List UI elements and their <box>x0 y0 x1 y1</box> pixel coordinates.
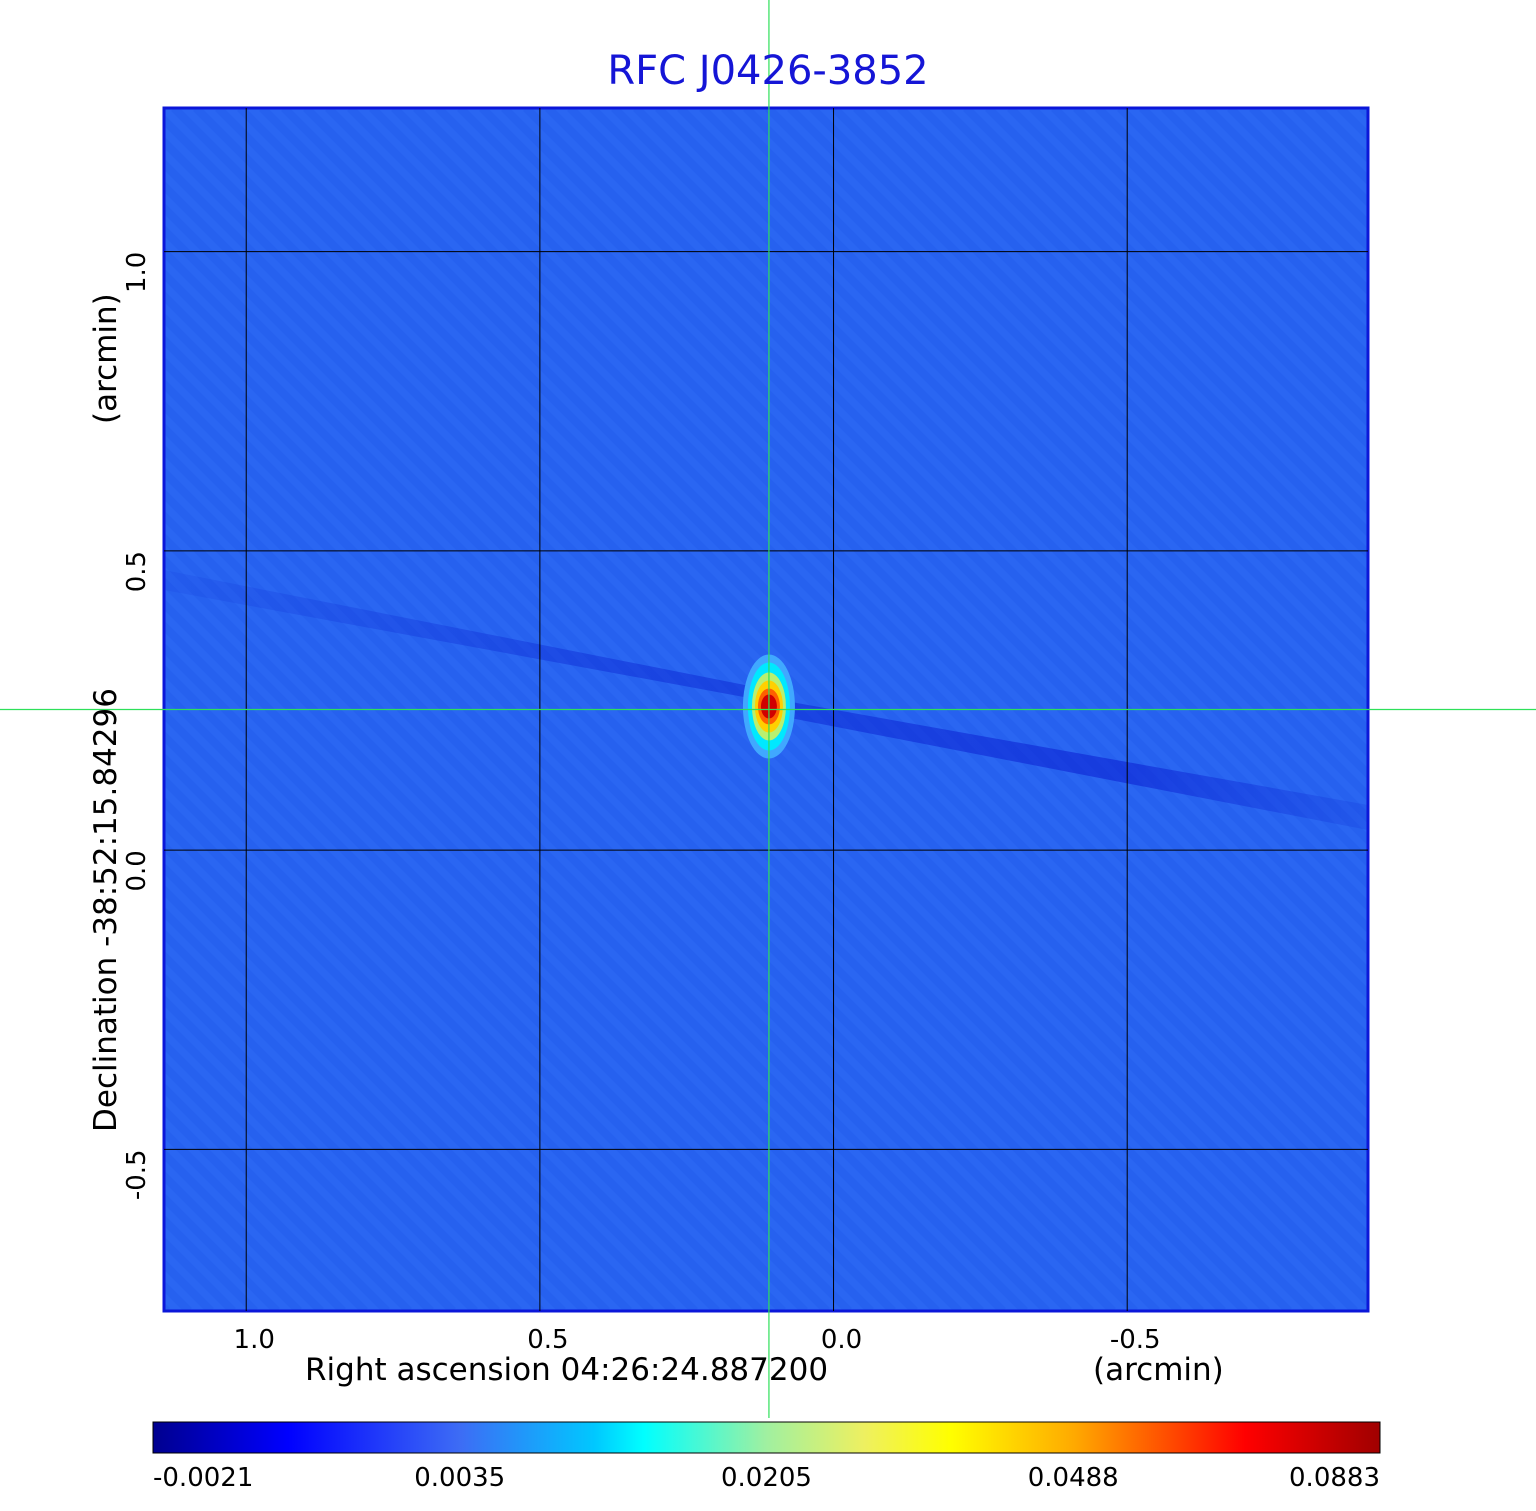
x-axis-label: Right ascension 04:26:24.887200 <box>305 1352 829 1388</box>
sidelobe-stripe <box>164 730 742 1311</box>
y-tick-labels: 1.0 0.5 0.0 -0.5 <box>122 252 152 1200</box>
sidelobe-stripe <box>164 950 522 1311</box>
sidelobe-stripe <box>164 994 478 1311</box>
sidelobe-stripe <box>1117 108 1368 362</box>
sidelobe-stripe <box>765 108 1368 714</box>
x-tick-label: 0.5 <box>527 1325 568 1355</box>
sidelobe-stripe <box>941 108 1368 538</box>
sidelobe-stripe <box>787 108 1368 692</box>
sidelobe-stripe <box>164 840 632 1311</box>
y-tick-label: 0.0 <box>122 850 152 891</box>
y-tick-label: -0.5 <box>122 1149 152 1200</box>
x-tick-labels: 1.0 0.5 0.0 -0.5 <box>234 1325 1161 1355</box>
sidelobe-stripe <box>1161 108 1368 318</box>
sidelobe-stripe <box>985 108 1368 494</box>
sidelobe-stripe <box>164 1082 390 1311</box>
colorbar-gradient <box>152 1421 1381 1454</box>
y-tick-label: 0.5 <box>122 551 152 592</box>
colorbar-tick-label: 0.0205 <box>721 1463 812 1493</box>
sidelobe-stripe <box>164 752 720 1311</box>
sidelobe-stripe <box>853 108 1368 626</box>
sidelobe-stripe <box>1051 108 1368 428</box>
colorbar-tick-label: -0.0021 <box>153 1463 253 1493</box>
sidelobe-stripe <box>1029 108 1368 450</box>
sidelobe-stripe <box>164 1038 434 1311</box>
sidelobe-stripe <box>164 1016 456 1311</box>
sidelobe-stripe <box>164 1060 412 1311</box>
sidelobe-stripe <box>164 708 764 1311</box>
colorbar-tick-label: 0.0488 <box>1028 1463 1119 1493</box>
colorbar-tick-label: 0.0883 <box>1289 1463 1380 1493</box>
sidelobe-stripe <box>875 108 1368 604</box>
chart-title: RFC J0426-3852 <box>607 48 929 94</box>
y-tick-label: 1.0 <box>122 252 152 293</box>
sidelobe-stripe <box>164 818 654 1311</box>
x-tick-label: 1.0 <box>234 1325 275 1355</box>
sidelobe-stripe <box>164 796 676 1311</box>
colorbar: -0.0021 0.0035 0.0205 0.0488 0.0883 <box>152 1421 1381 1493</box>
sidelobe-stripe <box>831 108 1368 648</box>
sidelobe-stripe <box>164 972 500 1311</box>
sidelobe-stripe <box>897 108 1368 582</box>
sidelobe-stripe <box>164 906 566 1311</box>
sidelobe-stripe <box>1139 108 1368 340</box>
colorbar-tick-label: 0.0035 <box>414 1463 505 1493</box>
crosshair <box>0 0 1536 1418</box>
x-tick-label: 0.0 <box>821 1325 862 1355</box>
sidelobe-stripe <box>919 108 1368 560</box>
x-axis-unit: (arcmin) <box>1093 1352 1224 1388</box>
sidelobe-stripe <box>164 928 544 1311</box>
sidelobe-stripe <box>164 884 588 1311</box>
sidelobe-stripe <box>809 108 1368 670</box>
x-tick-label: -0.5 <box>1110 1325 1161 1355</box>
sidelobe-stripe <box>1095 108 1368 384</box>
y-axis-label: Declination -38:52:15.84296 <box>88 688 124 1132</box>
sidelobe-stripe <box>963 108 1368 516</box>
sidelobe-stripe <box>164 774 698 1311</box>
y-axis-unit: (arcmin) <box>88 293 124 424</box>
sidelobe-stripe <box>164 862 610 1311</box>
image-plot: 1.0 0.5 0.0 -0.5 1.0 0.5 0.0 -0.5 <box>0 0 1536 1418</box>
sidelobe-stripe <box>1073 108 1368 406</box>
sidelobe-stripe <box>1007 108 1368 472</box>
colorbar-tick-labels: -0.0021 0.0035 0.0205 0.0488 0.0883 <box>153 1463 1380 1493</box>
